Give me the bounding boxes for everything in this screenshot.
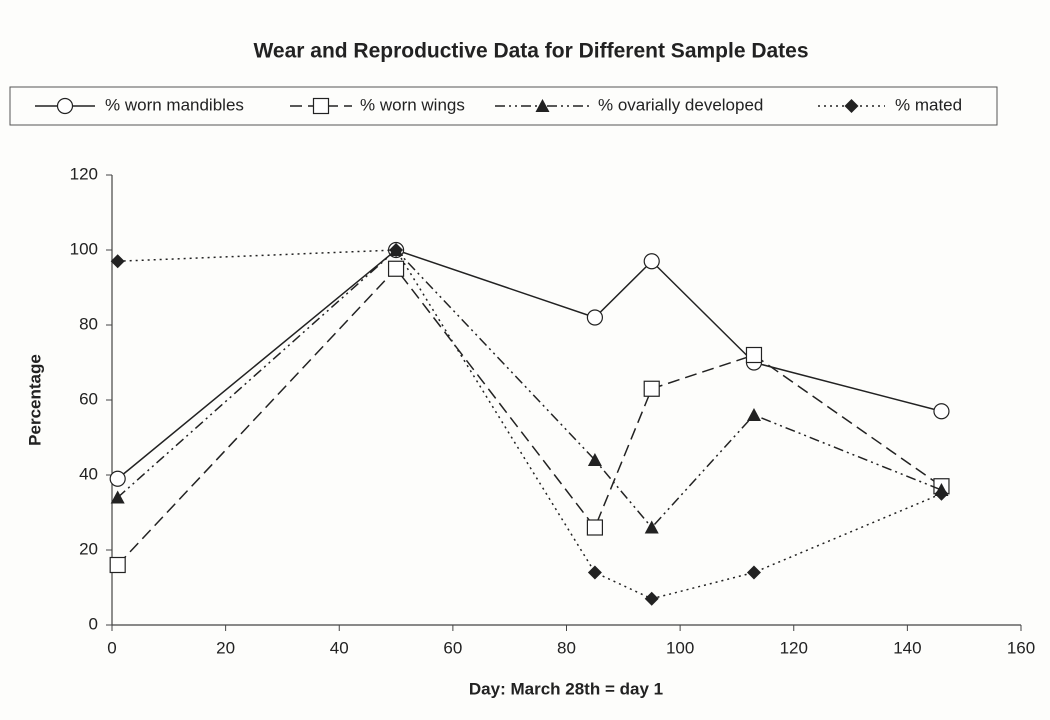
marker	[110, 490, 125, 504]
marker	[587, 453, 602, 466]
legend-box	[9, 86, 998, 126]
legend-marker	[844, 99, 859, 113]
y-tick-label: 80	[79, 314, 98, 333]
marker	[934, 486, 949, 501]
legend-marker	[312, 97, 330, 115]
x-tick-label: 140	[893, 638, 921, 657]
series-line	[117, 249, 942, 480]
y-tick-label: 20	[79, 539, 98, 558]
x-tick-label: 160	[1007, 638, 1035, 657]
y-tick-label: 120	[70, 164, 98, 183]
chart-title: Wear and Reproductive Data for Different…	[253, 40, 808, 63]
marker	[644, 591, 659, 606]
x-tick-label: 60	[443, 638, 462, 657]
y-tick-label: 40	[79, 464, 98, 483]
series-line	[117, 267, 942, 566]
marker	[387, 260, 405, 277]
x-axis-title: Day: March 28th = day 1	[469, 679, 663, 698]
marker	[745, 346, 763, 364]
marker	[933, 403, 950, 420]
x-tick-label: 120	[780, 638, 808, 657]
y-tick-label: 100	[70, 239, 98, 258]
legend-label: % worn wings	[360, 95, 465, 114]
marker	[109, 556, 126, 574]
y-tick-label: 0	[89, 614, 98, 633]
x-tick-label: 0	[107, 638, 116, 657]
legend-label: % worn mandibles	[105, 95, 244, 114]
marker	[586, 519, 604, 536]
marker	[746, 565, 761, 580]
y-axis-title: Percentage	[25, 354, 44, 446]
x-tick-label: 20	[216, 638, 235, 657]
marker	[587, 565, 602, 580]
y-tick-label: 60	[79, 389, 98, 408]
marker	[586, 309, 604, 326]
series-line	[117, 249, 942, 600]
marker	[110, 254, 125, 269]
legend-marker	[535, 99, 550, 112]
marker	[644, 520, 659, 534]
series-line	[117, 248, 942, 529]
marker	[746, 408, 761, 421]
legend-label: % mated	[895, 95, 962, 114]
marker	[109, 470, 126, 487]
marker	[643, 380, 660, 397]
marker	[389, 243, 404, 257]
x-tick-label: 80	[557, 638, 576, 657]
marker	[643, 253, 660, 270]
x-tick-label: 40	[330, 638, 349, 657]
legend-marker	[56, 97, 74, 115]
x-tick-label: 100	[666, 638, 694, 657]
legend-label: % ovarially developed	[598, 95, 763, 114]
